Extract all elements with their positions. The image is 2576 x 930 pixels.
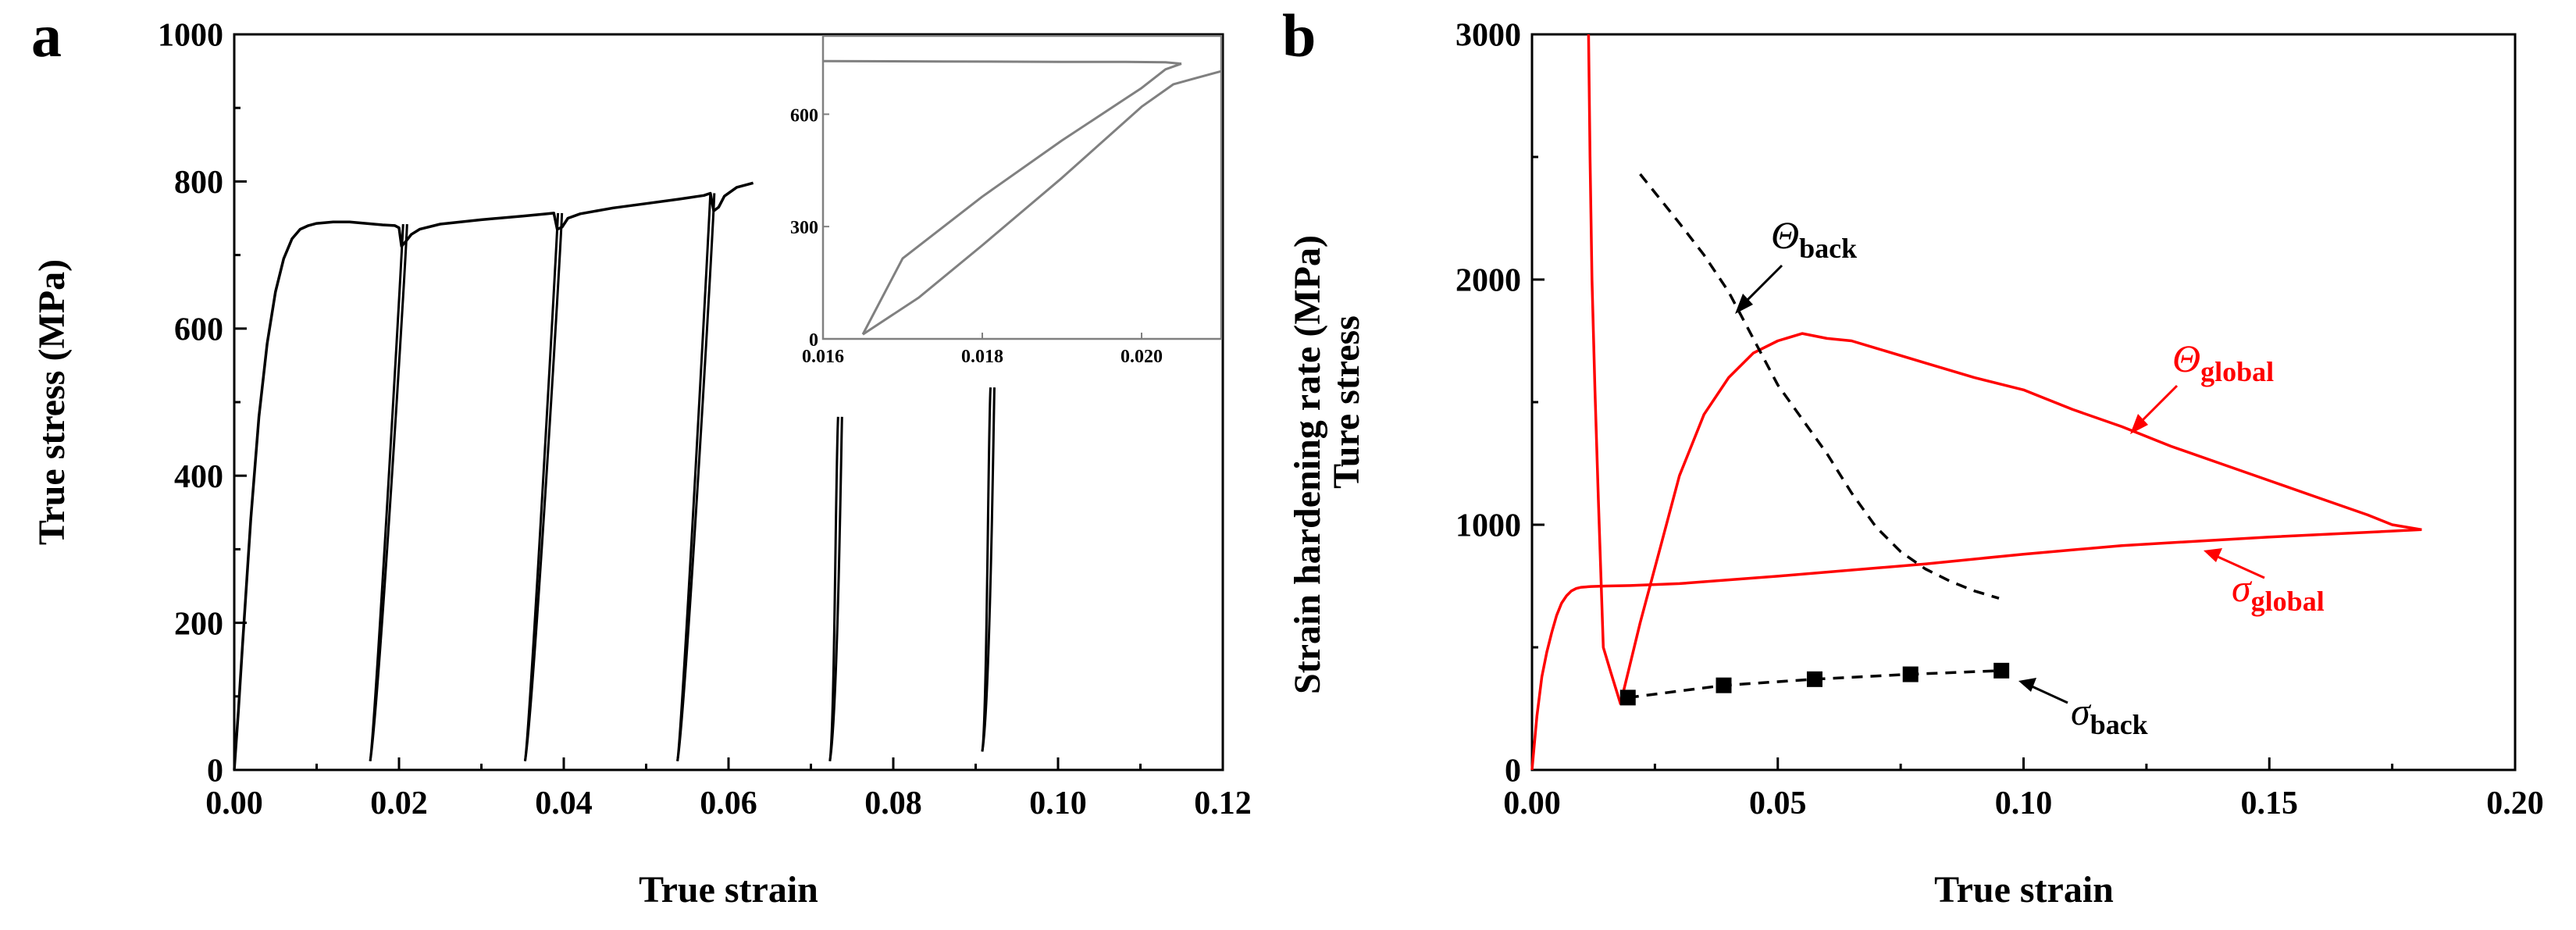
panel-b-series	[1530, 34, 2422, 771]
panel-b-y-tick-label: 3000	[1455, 18, 1521, 54]
panel-a-x-tick-label: 0.00	[205, 786, 263, 821]
panel-a-inset-frame	[821, 34, 1223, 340]
annotation-theta-back-arrow	[1741, 264, 1783, 306]
panel-a-x-tick-label: 0.08	[864, 786, 922, 821]
annotation-sigma-back-symbol: σ	[2071, 689, 2092, 733]
panel-a-x-tick-label: 0.02	[370, 786, 428, 821]
panel-a-reloading-line	[369, 223, 408, 761]
panel-a-reloading-line	[828, 416, 843, 761]
annotation-theta-back-symbol: Θ	[1771, 213, 1799, 257]
panel-b-y-axis-title: Strain hardening rate (MPa)	[1287, 235, 1328, 694]
panel-a-inset-y-tick-label: 600	[790, 105, 818, 126]
annotation-theta-global: Θglobal	[2130, 337, 2274, 434]
annotation-theta-global-sub: global	[2200, 356, 2274, 387]
annotation-theta-global-arrowhead	[2130, 414, 2148, 434]
panel-a-y-tick-label: 600	[174, 312, 223, 348]
panel-b-y-tick-label: 1000	[1455, 508, 1521, 544]
annotation-sigma-global-symbol: σ	[2232, 566, 2253, 610]
svg-text:σglobal: σglobal	[2232, 566, 2325, 617]
annotation-theta-back-sub: back	[1799, 233, 1857, 264]
panel-a-inset-x-tick-label: 0.020	[1121, 347, 1163, 367]
panel-b-y-axis-title-2: Ture stress	[1326, 315, 1367, 489]
annotation-sigma-global-arrowhead	[2204, 548, 2222, 562]
panel-a-x-tick-label: 0.04	[535, 786, 593, 821]
panel-b-x-axis-title: True strain	[1934, 869, 2114, 910]
panel-b-sigma-back-marker	[1993, 662, 2010, 679]
svg-text:Θglobal: Θglobal	[2172, 337, 2274, 387]
panel-a-inset-series	[822, 59, 1222, 336]
panel-b-y-tick-label: 0	[1505, 754, 1521, 789]
panel-a-y-axis-title: True stress (MPa)	[31, 259, 73, 545]
panel-a-x-axis-title: True strain	[639, 869, 818, 910]
panel-a-inset-x-tick-label: 0.016	[802, 347, 844, 367]
annotation-theta-back: Θback	[1735, 213, 1857, 314]
panel-a-y-tick-label: 200	[174, 606, 223, 642]
panel-b-sigma-back-marker	[1716, 677, 1732, 693]
annotation-sigma-global-arrow	[2215, 554, 2265, 579]
panel-a-y-tick-label: 800	[174, 165, 223, 201]
panel-b-y-tick-label: 2000	[1455, 263, 1521, 299]
panel-b-x-tick-label: 0.10	[1995, 786, 2053, 821]
panel-b-label: b	[1282, 2, 1316, 69]
svg-text:σback: σback	[2071, 689, 2148, 740]
panel-a-x-tick-label: 0.12	[1194, 786, 1252, 821]
panel-b: b 0.00 0.05 0.10 0.15 0.20 0 1000 2000 3000 Tru…	[1282, 2, 2544, 910]
panel-a-y-tick-label: 0	[207, 754, 223, 789]
panel-a-y-tick-label: 400	[174, 459, 223, 495]
panel-a: a 0.00 0.02 0.04 0.06 0.08 0.10 0.12 0 200 400 60…	[31, 2, 1252, 910]
panel-b-x-tick-label: 0.15	[2241, 786, 2299, 821]
panel-a-x-ticks: 0.00 0.02 0.04 0.06 0.08 0.10 0.12	[205, 757, 1252, 821]
panel-a-inset-y-tick-label: 300	[790, 218, 818, 238]
panel-a-stress-strain-line	[233, 181, 754, 771]
panel-a-inset-reloading-line	[862, 69, 1222, 336]
annotation-theta-global-arrow	[2136, 384, 2179, 426]
panel-a-y-tick-label: 1000	[158, 18, 223, 54]
annotation-theta-back-arrowhead	[1735, 294, 1753, 314]
panel-b-sigma-global-line	[1530, 528, 2422, 771]
panel-b-y-ticks: 0 1000 2000 3000	[1455, 18, 1545, 789]
panel-b-sigma-back-marker	[1619, 689, 1636, 706]
panel-b-sigma-back-marker	[1806, 671, 1822, 687]
panel-a-inset-unloading-line	[861, 62, 1182, 335]
panel-a-unloading-line	[523, 212, 560, 761]
panel-a-label: a	[31, 2, 62, 69]
panel-b-theta-global-line	[1587, 34, 2422, 705]
panel-a-inset-plateau-line	[822, 59, 1182, 66]
panel-a-series	[233, 181, 996, 771]
panel-a-reloading-line	[676, 193, 716, 761]
panel-a-reloading-line	[523, 212, 564, 761]
annotation-sigma-back-arrow	[2029, 684, 2068, 704]
annotation-sigma-back-arrowhead	[2018, 678, 2036, 692]
panel-a-inset-ticks: 0.016 0.018 0.020 0 300 600	[790, 105, 1163, 367]
panel-a-x-tick-label: 0.10	[1029, 786, 1087, 821]
panel-a-reloading-line	[981, 387, 996, 752]
annotation-theta-global-symbol: Θ	[2172, 337, 2200, 380]
panel-b-sigma-back-marker	[1902, 666, 1919, 682]
panel-b-x-tick-label: 0.05	[1749, 786, 1807, 821]
panel-a-inset-y-tick-label: 0	[809, 330, 818, 351]
svg-text:Θback: Θback	[1771, 213, 1857, 264]
panel-a-inset: 0.016 0.018 0.020 0 300 600	[790, 34, 1223, 367]
annotation-sigma-back: σback	[2018, 678, 2148, 740]
annotation-sigma-global: σglobal	[2204, 548, 2325, 617]
annotation-sigma-back-sub: back	[2090, 709, 2148, 740]
panel-b-x-tick-label: 0.00	[1503, 786, 1561, 821]
panel-a-unloading-line	[369, 223, 404, 761]
panel-b-plot-frame	[1530, 33, 2517, 771]
panel-b-theta-back-line	[1639, 173, 2000, 600]
panel-b-x-ticks: 0.00 0.05 0.10 0.15 0.20	[1503, 757, 2544, 821]
annotation-sigma-global-sub: global	[2251, 586, 2325, 617]
panel-a-inset-x-tick-label: 0.018	[961, 347, 1003, 367]
panel-a-unloading-line	[676, 193, 712, 761]
panel-a-y-ticks: 0 200 400 600 800 1000	[158, 18, 247, 789]
panel-b-x-tick-label: 0.20	[2486, 786, 2544, 821]
panel-a-x-tick-label: 0.06	[700, 786, 757, 821]
